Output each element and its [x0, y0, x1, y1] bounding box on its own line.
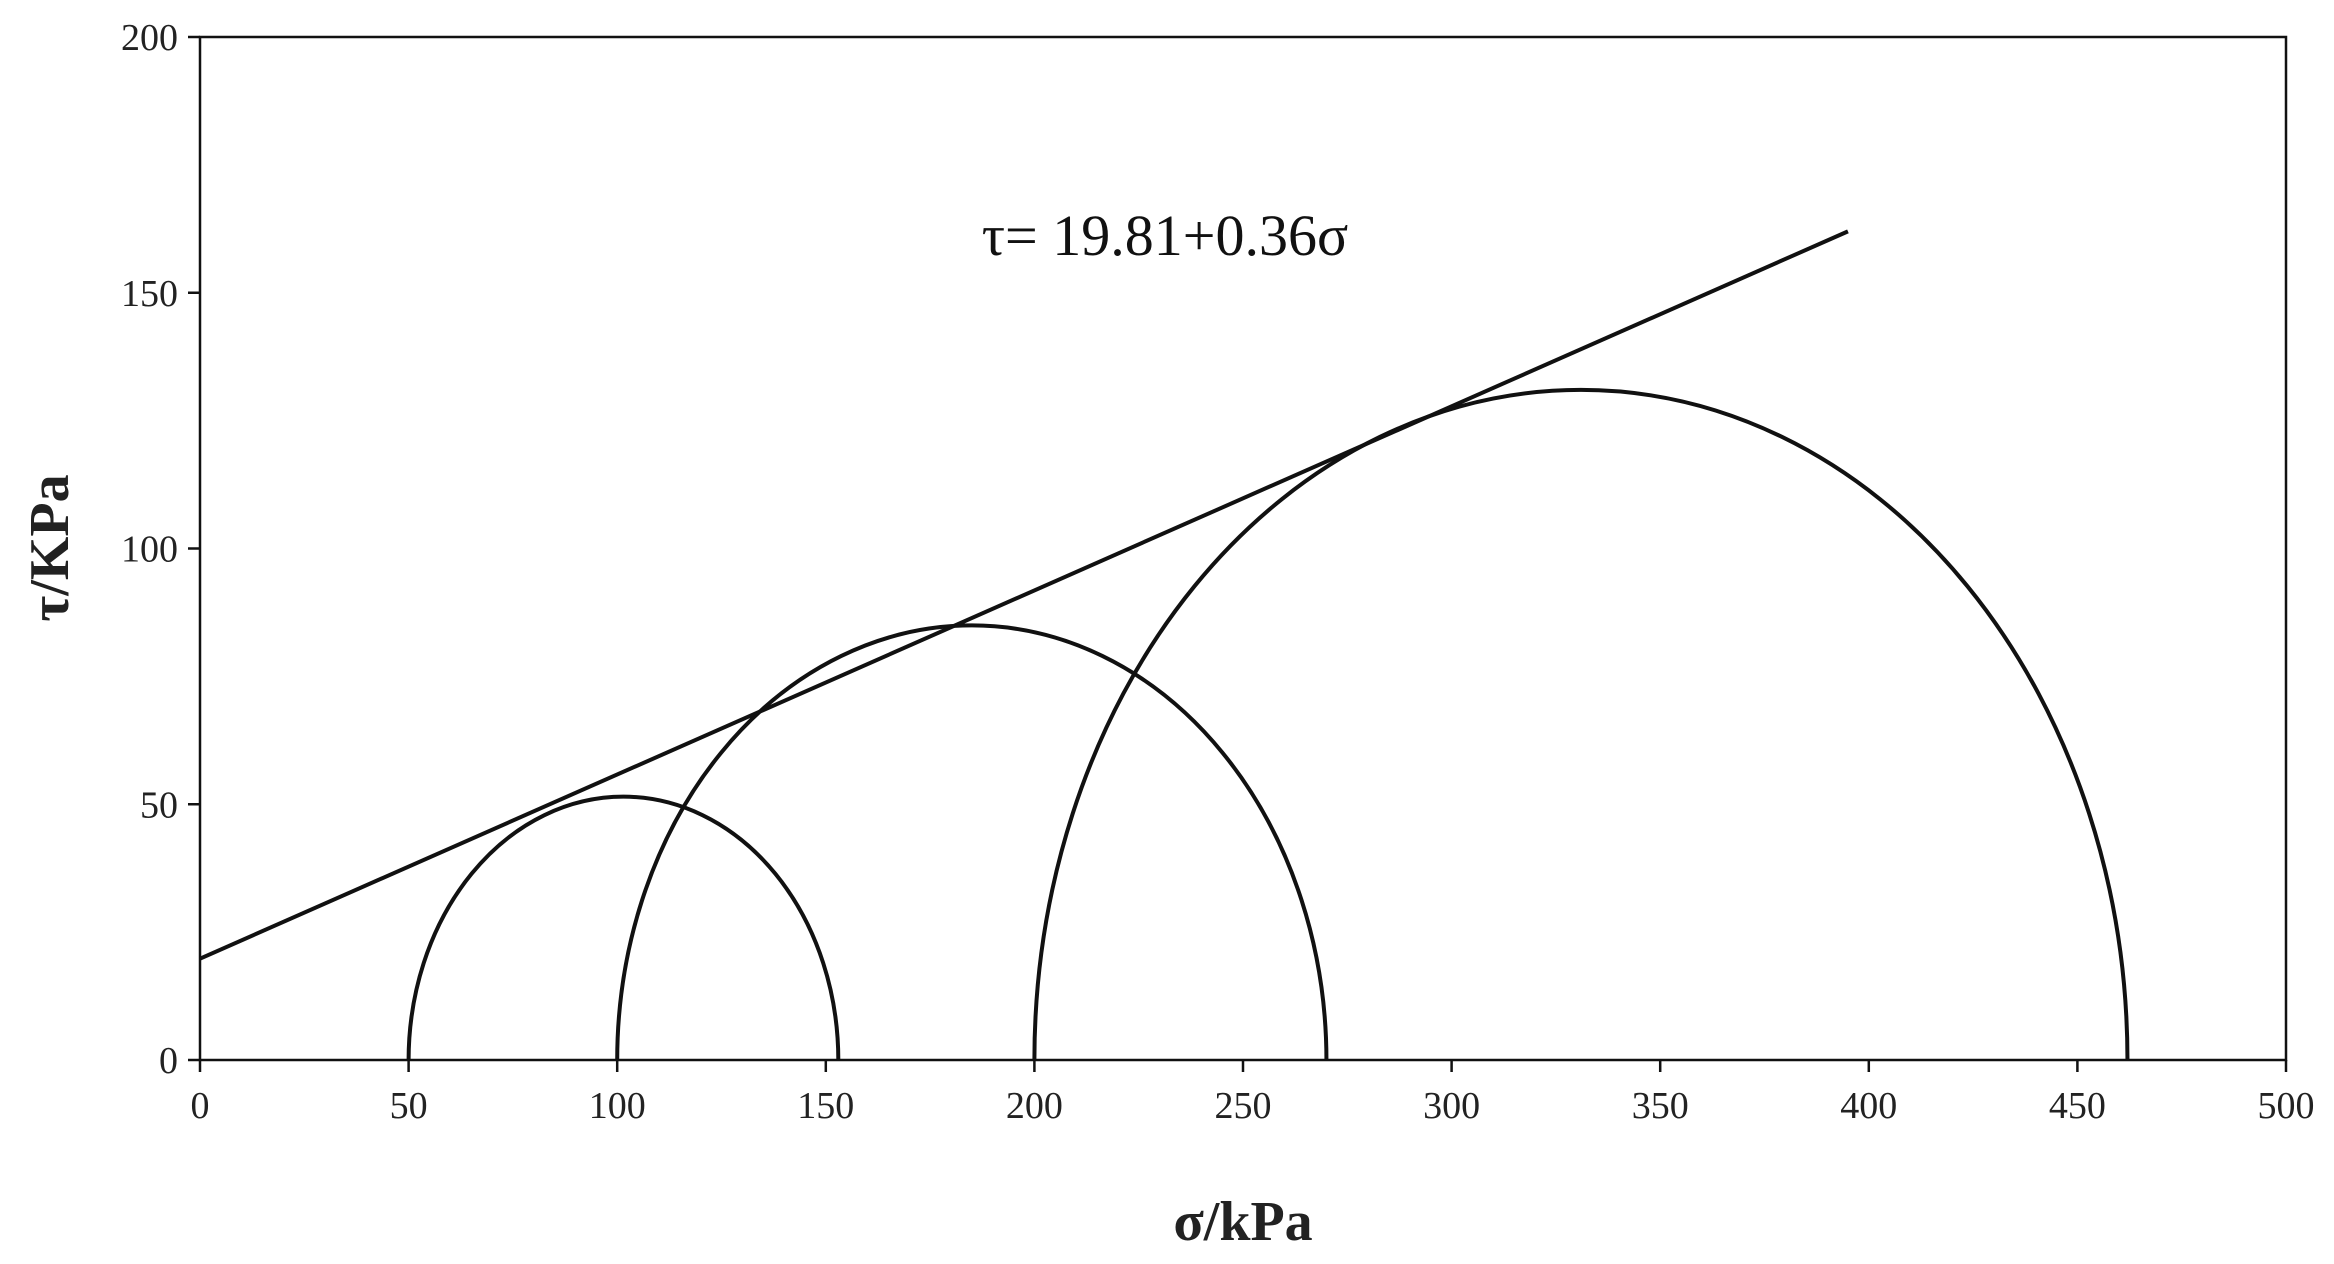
mohr-circle	[406, 794, 841, 1061]
x-tick-label: 350	[1632, 1085, 1689, 1127]
x-tick-label: 250	[1215, 1085, 1272, 1127]
y-tick-label: 50	[140, 784, 178, 826]
x-tick-label: 100	[589, 1085, 646, 1127]
equation-annotation: τ= 19.81+0.36σ	[982, 203, 1349, 268]
plot-frame	[198, 35, 2288, 1062]
y-tick-label: 100	[121, 529, 178, 571]
x-tick-label: 50	[390, 1085, 428, 1127]
y-axis-title: τ/KPa	[19, 474, 81, 621]
x-axis-title: σ/kPa	[1173, 1191, 1312, 1253]
x-tick-label: 400	[1840, 1085, 1897, 1127]
x-tick-label: 500	[2258, 1085, 2315, 1127]
x-tick-label: 450	[2049, 1085, 2106, 1127]
y-tick-label: 0	[159, 1040, 178, 1082]
y-tick-label: 200	[121, 17, 178, 59]
x-tick-label: 300	[1423, 1085, 1480, 1127]
x-tick-label: 200	[1006, 1085, 1063, 1127]
y-tick-label: 150	[121, 273, 178, 315]
x-tick-label: 150	[797, 1085, 854, 1127]
failure-envelope	[199, 229, 1849, 961]
mohr-circle	[615, 623, 1329, 1061]
x-tick-label: 0	[191, 1085, 210, 1127]
